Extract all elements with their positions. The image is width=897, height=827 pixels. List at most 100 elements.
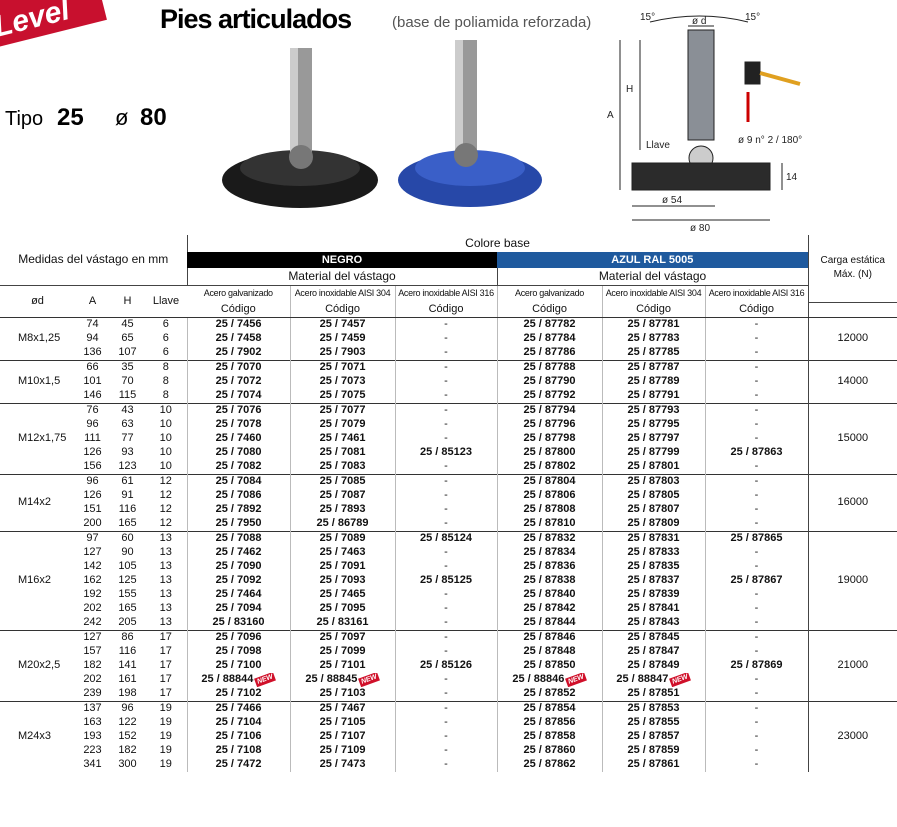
code-cell: - (394, 757, 498, 772)
code-cell: - (394, 729, 498, 744)
key-value: 13 (159, 616, 172, 628)
material-name: Acero galvanizado (203, 288, 273, 299)
outer-diameter: ø 80 (690, 223, 710, 234)
code-cell: 25 / 87834 (496, 545, 603, 560)
thread-size: M14x2 (0, 473, 75, 531)
table-row: M24x3 137 96 19 25 / 7466 25 / 7467-25 / 8785… (0, 700, 897, 772)
a-header: A (75, 285, 110, 318)
code-cell: 25 / 87837 (601, 573, 706, 588)
h-value: 123 (118, 460, 137, 472)
code-cell: 25 / 7087 (289, 488, 396, 503)
code-cell: 25 / 7076 (186, 402, 291, 418)
a-value: 242 (83, 616, 102, 628)
a-value: 202 (83, 673, 102, 685)
code-cell: 25 / 83161 (289, 615, 396, 630)
code-cell: 25 / 7072 (186, 374, 291, 389)
code-cell: 25 / 87869 (704, 658, 809, 673)
key-value: 10 (159, 446, 172, 458)
code-cell: 25 / 7099 (289, 644, 396, 659)
code-cell: 25 / 87859 (601, 743, 706, 758)
table-row: M10x1,5 66 35 8 25 / 7070 25 / 7071-25 / 8778… (0, 359, 897, 403)
code-cell: - (394, 700, 498, 716)
code-cell: - (704, 345, 809, 360)
material-name: Acero inoxidable AISI 304 (289, 285, 396, 302)
h-value: 116 (118, 645, 137, 657)
code-cell: - (394, 374, 498, 389)
code-cell: 25 / 87858 (496, 729, 603, 744)
a-value: 163 (83, 716, 102, 728)
code-cell: 25 / 87796 (496, 417, 603, 432)
color-base-header: Colore base (186, 235, 809, 252)
code-cell: 25 / 7094 (186, 601, 291, 616)
h-value: 125 (118, 574, 137, 586)
inner-diameter: ø 54 (662, 195, 682, 206)
code-cell: 25 / 7074 (186, 388, 291, 403)
code-cell: 25 / 87845 (601, 629, 706, 645)
code-cell: - (394, 516, 498, 531)
code-cell: 25 / 87855 (601, 715, 706, 730)
code-cell: - (704, 629, 809, 645)
h-value: 300 (118, 758, 137, 770)
code-cell: 25 / 7106 (186, 729, 291, 744)
code-cell: - (704, 644, 809, 659)
a-value: 162 (83, 574, 102, 586)
code-cell: 25 / 87799 (601, 445, 706, 460)
code-cell: 25 / 7105 (289, 715, 396, 730)
table-row: 193 152 19 25 / 7106 25 / 7107-25 / 87858 25 … (0, 729, 897, 744)
key-value: 19 (159, 744, 172, 756)
code-cell: 25 / 7464 (186, 587, 291, 602)
code-cell: 25 / 7080 (186, 445, 291, 460)
a-value: 126 (83, 489, 102, 501)
code-cell: 25 / 87867 (704, 573, 809, 588)
material-name: Acero inoxidable AISI 316 (704, 285, 809, 302)
h-value: 165 (118, 517, 137, 529)
code-cell: 25 / 7078 (186, 417, 291, 432)
diagram-labels: 15° 15° ø d H A Llave ø 9 n° 2 / 180° 14… (607, 12, 802, 234)
code-cell: 25 / 87805 (601, 488, 706, 503)
code-cell: - (704, 601, 809, 616)
code-cell: 25 / 87852 (496, 686, 603, 701)
product-table: Medidas del vástago en mm Colore base Ca… (0, 235, 897, 772)
h-value: 116 (118, 503, 137, 515)
h-value: 105 (118, 560, 137, 572)
key-value: 13 (159, 546, 172, 558)
a-value: 66 (75, 359, 110, 375)
table-row: 202 161 17 25 / 88844 NEW 25 / 88845 NEW -25 / … (0, 672, 897, 687)
code-cell: 25 / 87843 (601, 615, 706, 630)
h-value: 198 (118, 687, 137, 699)
code-cell: 25 / 87840 (496, 587, 603, 602)
spacer (807, 302, 897, 318)
key-value: 13 (159, 588, 172, 600)
load-value: 16000 (807, 473, 897, 531)
code-cell: 25 / 87784 (496, 331, 603, 346)
code-cell: 25 / 87846 (496, 629, 603, 645)
key-value: 10 (159, 418, 172, 430)
code-value: 25 / 88846 (512, 673, 565, 685)
code-cell: 25 / 7950 (186, 516, 291, 531)
blue-foot (398, 40, 542, 207)
code-cell: 25 / 87782 (496, 316, 603, 332)
a-value: 97 (75, 530, 110, 546)
code-cell: 25 / 87839 (601, 587, 706, 602)
code-cell: - (704, 587, 809, 602)
head-row: Material del vástago Material del vástag… (0, 268, 897, 286)
code-cell: - (394, 743, 498, 758)
code-cell: - (394, 601, 498, 616)
key-value: 13 (159, 574, 172, 586)
code-cell: - (704, 545, 809, 560)
code-cell: - (394, 502, 498, 517)
code-cell: - (394, 402, 498, 418)
code-cell: 25 / 7472 (186, 757, 291, 772)
code-cell: 25 / 7102 (186, 686, 291, 701)
h-value: 90 (121, 546, 134, 558)
code-cell: 25 / 87798 (496, 431, 603, 446)
code-cell: 25 / 7893 (289, 502, 396, 517)
table-row: 146 115 8 25 / 7074 25 / 7075-25 / 87792 25 /… (0, 388, 897, 403)
key-value: 10 (159, 460, 172, 472)
key-value: 6 (145, 316, 188, 332)
code-cell: 25 / 7457 (289, 316, 396, 332)
code-cell: - (704, 488, 809, 503)
code-cell: - (704, 331, 809, 346)
a-value: 239 (83, 687, 102, 699)
code-cell: - (704, 516, 809, 531)
